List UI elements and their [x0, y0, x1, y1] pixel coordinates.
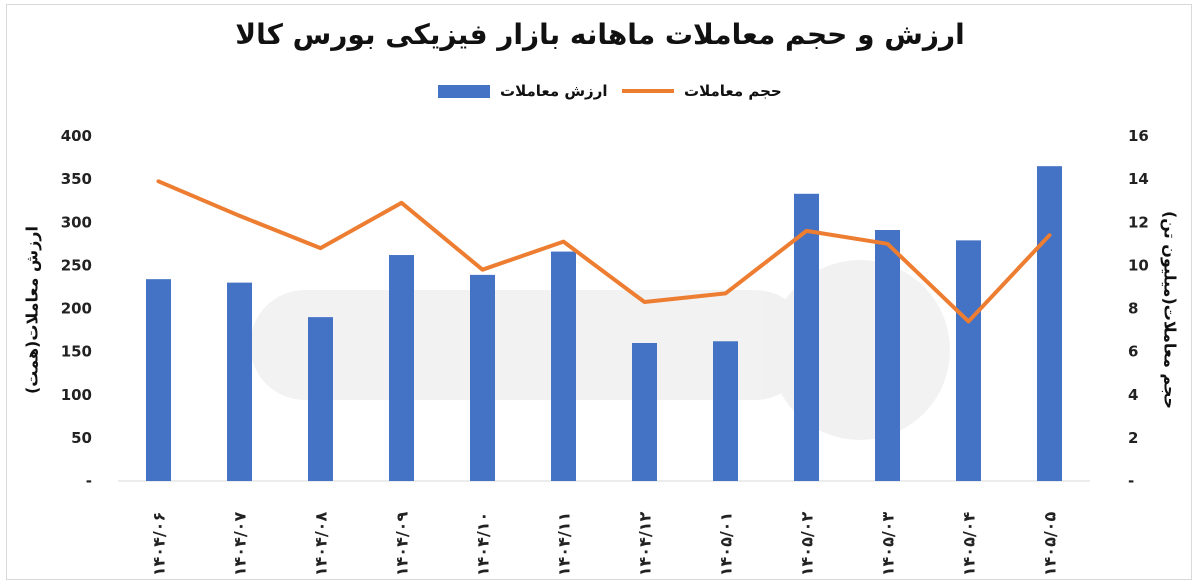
y-tick-left: 250 [61, 256, 92, 274]
x-tick-label: ۱۴۰۴/۰۷ [231, 512, 250, 577]
bar-value [794, 193, 819, 481]
y-tick-right: 4 [1128, 386, 1138, 404]
legend-swatch-bar [438, 84, 490, 98]
y-tick-right: 10 [1128, 256, 1149, 274]
line-point [157, 179, 160, 183]
y-tick-right: 12 [1128, 213, 1149, 231]
line-point [1048, 233, 1051, 237]
y-tick-right: 16 [1128, 127, 1149, 145]
x-tick-label: ۱۴۰۵/۰۳ [879, 512, 898, 577]
bar-value [713, 341, 738, 481]
line-volume [156, 179, 1052, 324]
line-point [562, 240, 565, 244]
legend-item-volume: حجم معاملات [622, 82, 782, 100]
y-tick-right: 6 [1128, 343, 1138, 361]
line-point [724, 291, 727, 295]
x-tick-label: ۱۴۰۵/۰۵ [1041, 512, 1060, 577]
bar-value [875, 230, 900, 481]
y-tick-left: - [86, 472, 92, 490]
y-tick-left: 300 [61, 213, 92, 231]
bar-value [632, 343, 657, 481]
line-point [238, 214, 241, 218]
y-tick-right: 8 [1128, 300, 1138, 318]
y-tick-left: 350 [61, 170, 92, 188]
line-point [886, 242, 889, 246]
bar-value [308, 317, 333, 481]
bar-value [470, 274, 495, 481]
bar-value [551, 251, 576, 481]
chart-title: ارزش و حجم معاملات ماهانه بازار فیزیکی ب… [235, 18, 965, 51]
legend-label-volume: حجم معاملات [684, 82, 782, 100]
chart-frame [6, 4, 1192, 580]
x-tick-label: ۱۴۰۴/۱۰ [474, 512, 493, 576]
line-point [643, 300, 646, 304]
line-point [967, 319, 970, 323]
x-tick-label: ۱۴۰۵/۰۴ [960, 512, 979, 577]
chart-legend: ارزش معاملات حجم معاملات [0, 82, 1200, 106]
line-point [481, 268, 484, 272]
y-tick-right: 2 [1128, 429, 1138, 447]
x-tick-label: ۱۴۰۵/۰۲ [798, 512, 817, 577]
y-tick-left: 150 [61, 343, 92, 361]
y-tick-left: 50 [71, 429, 92, 447]
legend-swatch-line [622, 89, 674, 93]
watermark [250, 260, 950, 440]
x-tick-label: ۱۴۰۴/۰۸ [312, 512, 331, 577]
x-tick-label: ۱۴۰۴/۱۲ [636, 512, 655, 577]
legend-item-value: ارزش معاملات [438, 82, 607, 100]
bar-value [146, 279, 171, 481]
line-point [319, 246, 322, 250]
x-tick-label: ۱۴۰۴/۰۶ [150, 512, 169, 576]
line-point [805, 229, 808, 233]
y-tick-right: 14 [1128, 170, 1149, 188]
legend-label-value: ارزش معاملات [500, 82, 608, 100]
bar-value [1037, 166, 1062, 481]
y-tick-left: 400 [61, 127, 92, 145]
y-tick-right: - [1128, 472, 1134, 490]
y-tick-left: 200 [61, 300, 92, 318]
x-tick-label: ۱۴۰۴/۰۹ [393, 512, 412, 577]
bar-value [956, 240, 981, 481]
x-tick-label: ۱۴۰۵/۰۱ [717, 512, 736, 576]
y-tick-left: 100 [61, 386, 92, 404]
x-tick-label: ۱۴۰۴/۱۱ [555, 512, 574, 576]
bar-value [389, 255, 414, 481]
bar-value [227, 282, 252, 481]
line-point [400, 201, 403, 205]
